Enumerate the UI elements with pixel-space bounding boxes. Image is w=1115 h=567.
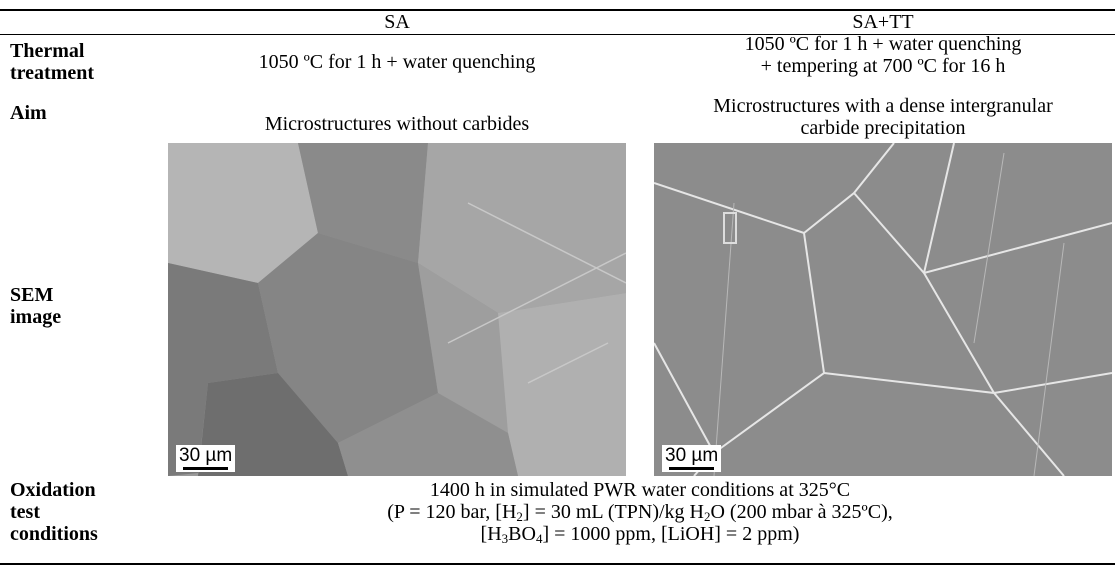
subscript: 2 bbox=[703, 509, 711, 524]
column-header: SA bbox=[384, 11, 410, 33]
cell: Microstructures with a dense intergranul… bbox=[654, 95, 1112, 139]
label-line: Oxidation bbox=[10, 479, 96, 501]
sem-image-sa: 30 µm bbox=[168, 143, 627, 476]
cell-line: Microstructures with a dense intergranul… bbox=[713, 95, 1053, 117]
sem-sa-art bbox=[168, 143, 627, 476]
conditions-line: 1400 h in simulated PWR water conditions… bbox=[168, 479, 1112, 501]
cell-line: 1050 ºC for 1 h + water quenching bbox=[258, 51, 536, 73]
text-run: O (200 mbar à 325ºC), bbox=[710, 501, 893, 523]
cell-line: carbide precipitation bbox=[800, 117, 966, 139]
scale-label: 30 µm bbox=[179, 445, 233, 466]
conditions-line: [H3BO4] = 1000 ppm, [LiOH] = 2 ppm) bbox=[168, 523, 1112, 545]
text-run: [H bbox=[480, 523, 502, 545]
sem-satt-art bbox=[653, 142, 1113, 477]
subscript: 4 bbox=[535, 531, 543, 546]
subscript: 3 bbox=[501, 531, 509, 546]
row-label: Oxidation test conditions bbox=[10, 479, 160, 545]
sem-image-satt: 30 µm bbox=[653, 142, 1113, 477]
cell-line: Microstructures without carbides bbox=[264, 113, 530, 135]
cell-line: 1050 ºC for 1 h + water quenching bbox=[744, 33, 1022, 55]
scale-label: 30 µm bbox=[665, 445, 719, 466]
text-run: ] = 1000 ppm, [LiOH] = 2 ppm) bbox=[542, 523, 800, 545]
conditions: 1400 h in simulated PWR water conditions… bbox=[168, 479, 1112, 545]
label-line: test bbox=[10, 501, 40, 523]
label-line: image bbox=[10, 306, 62, 328]
label-line: SEM bbox=[10, 284, 54, 306]
cell: Microstructures without carbides bbox=[168, 113, 626, 135]
text-run: (P = 120 bar, [H bbox=[387, 501, 517, 523]
top-rule bbox=[0, 9, 1115, 11]
label-line: treatment bbox=[10, 62, 95, 84]
label-line: conditions bbox=[10, 523, 98, 545]
scale-bar: 30 µm bbox=[662, 445, 722, 472]
bottom-rule bbox=[0, 563, 1115, 565]
text-run: ] = 30 mL (TPN)/kg H bbox=[522, 501, 704, 523]
scale-bar: 30 µm bbox=[176, 445, 236, 472]
subscript: 2 bbox=[516, 509, 523, 524]
row-label: Thermal treatment bbox=[10, 40, 160, 84]
cell: 1050 ºC for 1 h + water quenching bbox=[168, 51, 626, 73]
row-label: SEM image bbox=[10, 284, 160, 328]
conditions-line: (P = 120 bar, [H2] = 30 mL (TPN)/kg H2O … bbox=[168, 501, 1112, 523]
cell-line: + tempering at 700 ºC for 16 h bbox=[760, 55, 1006, 77]
header-rule bbox=[0, 34, 1115, 35]
label-line: Thermal bbox=[10, 40, 85, 62]
row-label: Aim bbox=[10, 102, 160, 124]
label-line: Aim bbox=[10, 102, 47, 124]
column-header: SA+TT bbox=[852, 11, 914, 33]
text-run: BO bbox=[508, 523, 536, 545]
cell: 1050 ºC for 1 h + water quenching + tempe… bbox=[654, 33, 1112, 77]
text-run: 1400 h in simulated PWR water conditions… bbox=[429, 479, 851, 501]
